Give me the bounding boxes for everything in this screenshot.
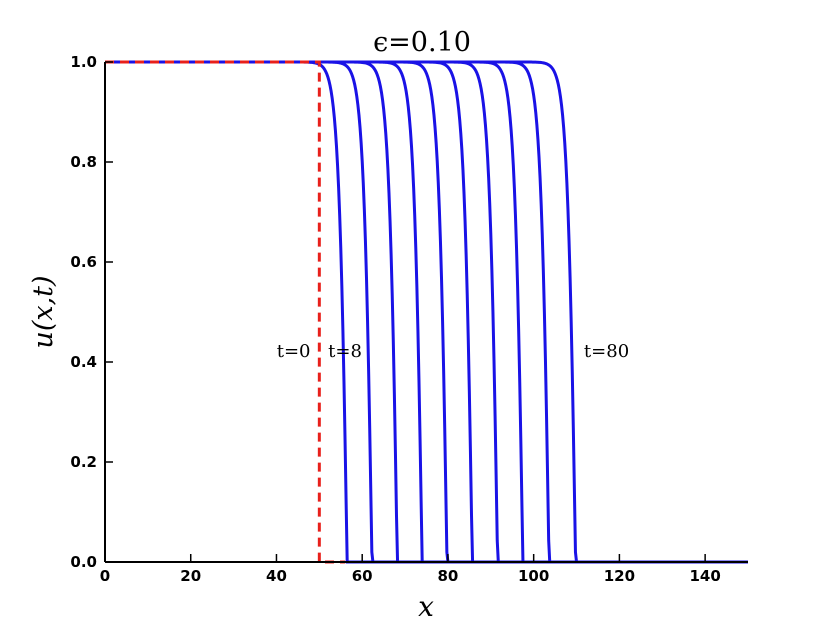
- y-axis-label: u(x,t): [28, 275, 59, 348]
- x-axis-label: x: [418, 590, 434, 623]
- x-tick-label: 20: [180, 567, 201, 585]
- y-tick-label: 0.0: [70, 553, 97, 571]
- initial-condition-line: [105, 60, 346, 564]
- front-curve: [105, 60, 748, 564]
- annotations: t=0 t=8 t=80: [277, 341, 629, 362]
- chart-title: ϵ=0.10: [373, 27, 471, 58]
- y-ticks: 0.0 0.2 0.4 0.6 0.8 1.0: [70, 53, 113, 571]
- front-curve: [105, 60, 748, 564]
- x-tick-label: 40: [266, 567, 287, 585]
- axes: [104, 62, 748, 563]
- front-curve: [105, 60, 748, 564]
- front-curve: [105, 60, 748, 564]
- x-tick-label: 0: [100, 567, 110, 585]
- front-curve: [105, 60, 748, 564]
- front-curve: [105, 60, 748, 564]
- y-tick-label: 0.6: [70, 253, 97, 271]
- y-tick-label: 1.0: [70, 53, 97, 71]
- front-curve: [105, 60, 748, 564]
- x-ticks: 0 20 40 60 80 100 120 140: [100, 554, 721, 585]
- front-curve: [105, 60, 748, 564]
- x-tick-label: 140: [689, 567, 720, 585]
- x-tick-label: 120: [604, 567, 635, 585]
- front-curve: [105, 60, 748, 564]
- time-annotation: t=8: [328, 341, 362, 362]
- x-tick-label: 60: [352, 567, 373, 585]
- y-tick-label: 0.4: [70, 353, 97, 371]
- series-curves: [105, 60, 748, 564]
- time-annotation: t=0: [277, 341, 311, 362]
- y-tick-label: 0.2: [70, 453, 97, 471]
- y-tick-label: 0.8: [70, 153, 97, 171]
- front-curve: [105, 60, 748, 564]
- x-tick-label: 100: [518, 567, 549, 585]
- x-tick-label: 80: [437, 567, 458, 585]
- time-annotation: t=80: [584, 341, 629, 362]
